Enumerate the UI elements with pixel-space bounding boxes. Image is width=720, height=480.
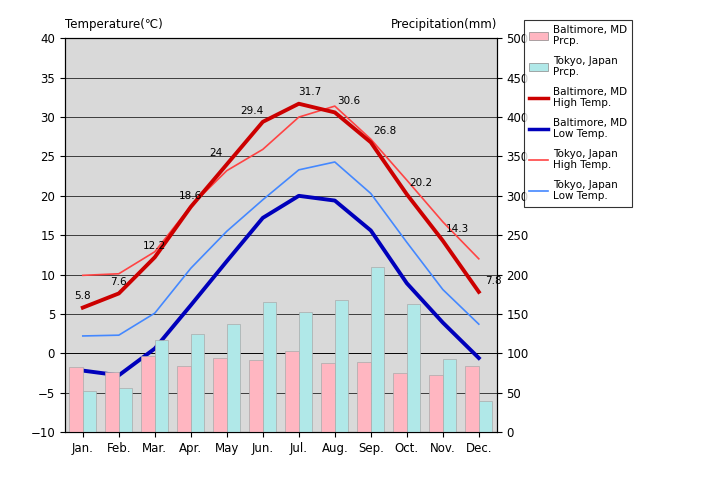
- Bar: [443, 359, 456, 432]
- Text: Temperature(℃): Temperature(℃): [65, 18, 163, 31]
- Text: 29.4: 29.4: [240, 106, 264, 116]
- Bar: [479, 401, 492, 432]
- Text: 18.6: 18.6: [179, 191, 202, 201]
- Bar: [429, 374, 443, 432]
- Text: 24: 24: [210, 148, 222, 158]
- Bar: [335, 300, 348, 432]
- Text: 14.3: 14.3: [446, 225, 469, 234]
- Bar: [191, 334, 204, 432]
- Bar: [119, 388, 132, 432]
- Text: 26.8: 26.8: [374, 126, 397, 136]
- Bar: [249, 360, 263, 432]
- Bar: [213, 358, 227, 432]
- Text: 5.8: 5.8: [74, 291, 91, 301]
- Bar: [227, 324, 240, 432]
- Bar: [393, 373, 407, 432]
- Bar: [177, 366, 191, 432]
- Text: 31.7: 31.7: [298, 87, 321, 97]
- Bar: [105, 372, 119, 432]
- Text: Precipitation(mm): Precipitation(mm): [390, 18, 497, 31]
- Bar: [371, 267, 384, 432]
- Bar: [83, 391, 96, 432]
- Legend: Baltimore, MD
Prcp., Tokyo, Japan
Prcp., Baltimore, MD
High Temp., Baltimore, MD: Baltimore, MD Prcp., Tokyo, Japan Prcp.,…: [523, 20, 632, 206]
- Text: 7.6: 7.6: [110, 277, 127, 287]
- Bar: [299, 312, 312, 432]
- Text: 12.2: 12.2: [143, 241, 166, 251]
- Text: 30.6: 30.6: [338, 96, 361, 106]
- Bar: [155, 340, 168, 432]
- Text: 20.2: 20.2: [410, 178, 433, 188]
- Bar: [407, 304, 420, 432]
- Bar: [69, 367, 83, 432]
- Bar: [465, 366, 479, 432]
- Bar: [321, 363, 335, 432]
- Bar: [285, 351, 299, 432]
- Bar: [263, 302, 276, 432]
- Bar: [141, 357, 155, 432]
- Text: 7.8: 7.8: [485, 276, 502, 286]
- Bar: [357, 362, 371, 432]
